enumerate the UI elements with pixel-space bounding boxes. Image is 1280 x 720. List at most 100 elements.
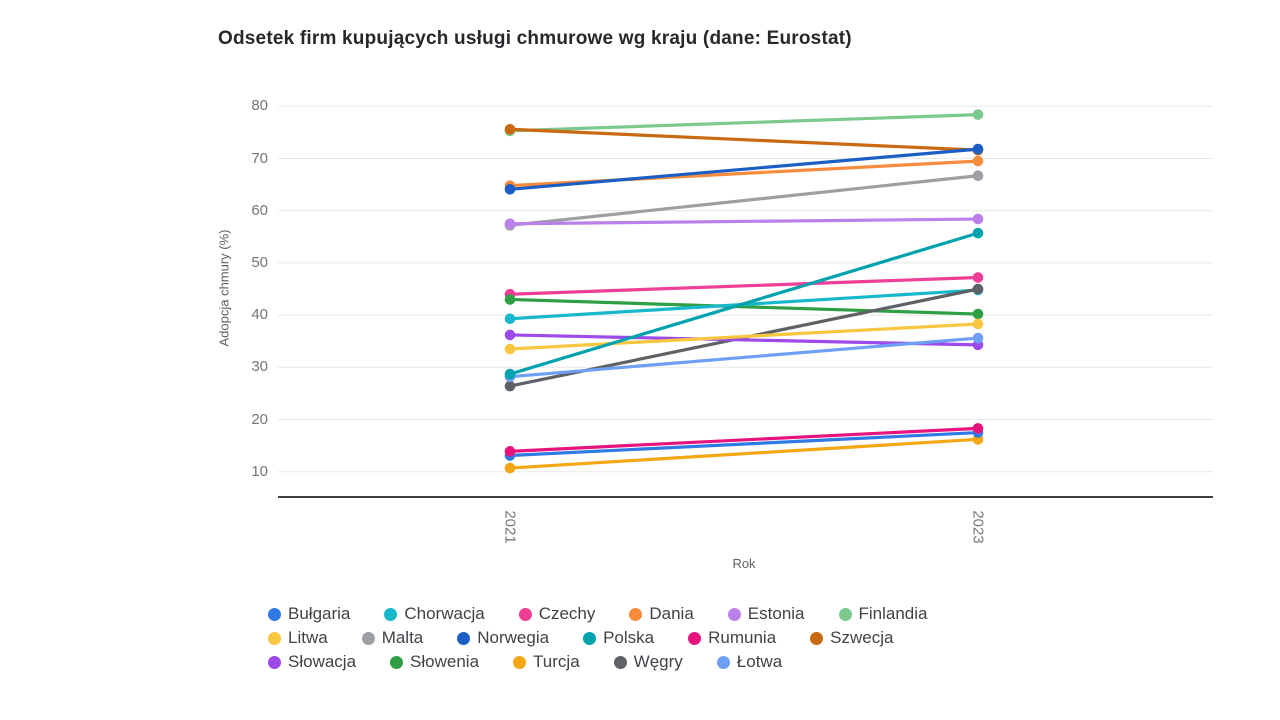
data-point-Estonia (504, 218, 516, 230)
plot-area (278, 105, 1213, 498)
series-line-Polska (508, 231, 980, 376)
legend-item-Finlandia[interactable]: Finlandia (838, 604, 928, 624)
legend-label: Chorwacja (404, 604, 485, 623)
data-point-Estonia (972, 213, 984, 225)
legend-item-Rumunia[interactable]: Rumunia (688, 628, 776, 648)
data-point-Słowacja (504, 329, 516, 341)
legend-item-Malta[interactable]: Malta (361, 628, 424, 648)
legend-item-Polska[interactable]: Polska (583, 628, 654, 648)
data-point-Malta (972, 170, 984, 182)
legend-color-dot (810, 631, 824, 645)
legend-item-Bułgaria[interactable]: Bułgaria (268, 604, 350, 624)
y-tick-label: 80 (251, 97, 268, 115)
y-tick-label: 40 (251, 306, 268, 324)
legend-item-Turcja[interactable]: Turcja (513, 652, 580, 672)
legend-item-Słowacja[interactable]: Słowacja (268, 652, 356, 672)
data-point-Łotwa (972, 332, 984, 344)
series-line-Norwegia (508, 147, 980, 191)
data-point-Rumunia (504, 446, 516, 457)
data-point-Chorwacja (504, 313, 516, 325)
data-point-Węgry (972, 283, 984, 295)
legend-label: Estonia (747, 604, 805, 623)
legend-label: Słowenia (410, 652, 480, 671)
data-point-Polska (972, 227, 984, 239)
y-tick-label: 70 (251, 149, 268, 167)
legend-item-Dania[interactable]: Dania (629, 604, 694, 624)
data-point-Węgry (504, 380, 516, 392)
x-axis-title: Rok (732, 556, 756, 571)
legend-item-Czechy[interactable]: Czechy (518, 604, 596, 624)
legend-color-dot (613, 655, 627, 669)
legend-label: Litwa (288, 628, 328, 647)
legend-item-Łotwa[interactable]: Łotwa (716, 652, 782, 672)
legend-color-dot (727, 607, 741, 621)
y-tick-label: 20 (251, 410, 268, 428)
legend-label: Szwecja (830, 628, 894, 647)
series-line-Rumunia (508, 426, 980, 453)
legend-color-dot (629, 607, 643, 621)
legend-item-Norwegia[interactable]: Norwegia (457, 628, 549, 648)
series-line-Czechy (508, 275, 980, 296)
legend-label: Malta (381, 628, 424, 647)
legend-item-Litwa[interactable]: Litwa (268, 628, 328, 648)
legend-item-Słowenia[interactable]: Słowenia (390, 652, 479, 672)
legend-label: Bułgaria (288, 604, 351, 623)
legend-color-dot (716, 655, 730, 669)
legend-color-dot (268, 631, 281, 645)
legend-label: Norwegia (477, 628, 550, 647)
legend-color-dot (838, 607, 852, 621)
legend-color-dot (583, 631, 597, 645)
legend-item-Chorwacja[interactable]: Chorwacja (384, 604, 485, 624)
legend-label: Turcja (533, 652, 580, 671)
legend-color-dot (518, 607, 532, 621)
series-line-Estonia (508, 217, 980, 226)
legend-row: Słowacja Słowenia Turcja Węgry Łotwa (268, 650, 1028, 674)
y-tick-label: 30 (251, 358, 268, 376)
x-tick-label: 2023 (969, 510, 987, 544)
legend: Bułgaria Chorwacja Czechy Dania Estonia Finla… (268, 602, 1028, 674)
legend-color-dot (457, 631, 471, 645)
y-tick-label: 50 (251, 253, 268, 271)
data-point-Finlandia (972, 109, 984, 120)
legend-item-Szwecja[interactable]: Szwecja (810, 628, 893, 648)
series-line-Finlandia (508, 113, 980, 133)
chart-title: Odsetek firm kupujących usługi chmurowe … (218, 28, 852, 49)
legend-item-Estonia[interactable]: Estonia (727, 604, 805, 624)
y-tick-label: 10 (251, 462, 268, 480)
series-line-Litwa (508, 322, 980, 351)
legend-label: Węgry (633, 652, 683, 671)
data-point-Norwegia (972, 143, 984, 155)
legend-row: Litwa Malta Norwegia Polska Rumunia Szwecja (268, 626, 1028, 650)
legend-color-dot (268, 607, 281, 621)
data-point-Słowenia (504, 294, 516, 305)
legend-color-dot (688, 631, 702, 645)
y-axis-title: Adopcja chmury (%) (216, 229, 232, 347)
legend-item-Węgry[interactable]: Węgry (613, 652, 683, 672)
series-line-Łotwa (508, 336, 980, 379)
legend-row: Bułgaria Chorwacja Czechy Dania Estonia Finla… (268, 602, 1028, 626)
legend-color-dot (384, 607, 398, 621)
data-point-Turcja (504, 462, 516, 474)
data-point-Dania (972, 155, 984, 167)
series-line-Szwecja (508, 127, 980, 152)
series-line-Turcja (508, 437, 980, 470)
data-point-Czechy (972, 272, 984, 283)
data-point-Rumunia (972, 423, 984, 434)
legend-color-dot (390, 655, 404, 669)
series-line-Bułgaria (508, 430, 980, 458)
legend-label: Finlandia (858, 604, 928, 623)
data-point-Litwa (504, 343, 516, 355)
data-point-Słowenia (972, 308, 984, 320)
legend-label: Dania (649, 604, 694, 623)
legend-label: Czechy (538, 604, 596, 623)
data-point-Litwa (972, 318, 984, 330)
data-point-Norwegia (504, 183, 516, 195)
data-point-Polska (504, 368, 516, 380)
series-line-Słowenia (508, 297, 980, 316)
legend-color-dot (361, 631, 375, 645)
legend-label: Słowacja (288, 652, 357, 671)
y-tick-label: 60 (251, 201, 268, 219)
series-line-Malta (508, 174, 980, 227)
x-tick-label: 2021 (501, 510, 519, 544)
